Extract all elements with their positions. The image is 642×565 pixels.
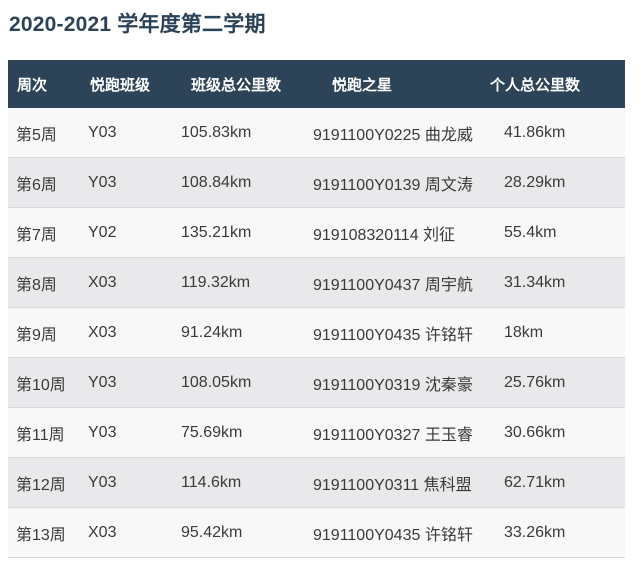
table-row: 第8周 X03 119.32km 9191100Y0437 周宇航 31.34km bbox=[8, 257, 625, 308]
table-cell-col2: X03 bbox=[80, 257, 173, 308]
table-cell-col5: 18km bbox=[481, 307, 625, 358]
table-row: 第13周 X03 95.42km 9191100Y0435 许铭轩 33.26km bbox=[8, 507, 625, 558]
table-cell-col4: 9191100Y0435 许铭轩 bbox=[305, 307, 481, 358]
table-cell-col3: 114.6km bbox=[173, 457, 305, 508]
table-cell-col1: 第5周 bbox=[8, 108, 80, 158]
table-cell-col2: Y03 bbox=[80, 457, 173, 508]
table-row: 第9周 X03 91.24km 9191100Y0435 许铭轩 18km bbox=[8, 307, 625, 358]
table-cell-col5: 55.4km bbox=[481, 207, 625, 258]
table-cell-col5: 28.29km bbox=[481, 157, 625, 208]
table-cell-col3: 75.69km bbox=[173, 407, 305, 458]
table-cell-col4: 9191100Y0435 许铭轩 bbox=[305, 507, 481, 558]
table-cell-col4: 9191100Y0225 曲龙威 bbox=[305, 108, 481, 158]
table-row: 第5周 Y03 105.83km 9191100Y0225 曲龙威 41.86km bbox=[8, 108, 625, 158]
table-cell-col5: 62.71km bbox=[481, 457, 625, 508]
table-cell-col3: 95.42km bbox=[173, 507, 305, 558]
table-cell-col3: 135.21km bbox=[173, 207, 305, 258]
table-cell-col1: 第11周 bbox=[8, 407, 80, 458]
table-cell-col1: 第9周 bbox=[8, 307, 80, 358]
table-cell-col4: 9191100Y0437 周宇航 bbox=[305, 257, 481, 308]
column-header-1: 周次 bbox=[8, 60, 80, 108]
table-cell-col5: 30.66km bbox=[481, 407, 625, 458]
column-header-5: 个人总公里数 bbox=[481, 60, 625, 108]
table-cell-col3: 91.24km bbox=[173, 307, 305, 358]
table-cell-col1: 第8周 bbox=[8, 257, 80, 308]
table-cell-col3: 119.32km bbox=[173, 257, 305, 308]
table-cell-col1: 第13周 bbox=[8, 507, 80, 558]
table-cell-col2: Y03 bbox=[80, 157, 173, 208]
table-cell-col2: Y03 bbox=[80, 108, 173, 158]
table-cell-col4: 9191100Y0327 王玉睿 bbox=[305, 407, 481, 458]
column-header-2: 悦跑班级 bbox=[80, 60, 173, 108]
table-body: 第5周 Y03 105.83km 9191100Y0225 曲龙威 41.86km 第6周… bbox=[8, 108, 625, 558]
column-header-3: 班级总公里数 bbox=[173, 60, 305, 108]
table-header-row: 周次 悦跑班级 班级总公里数 悦跑之星 个人总公里数 bbox=[8, 60, 625, 108]
table-cell-col2: Y03 bbox=[80, 357, 173, 408]
table-cell-col2: Y03 bbox=[80, 407, 173, 458]
table-row: 第11周 Y03 75.69km 9191100Y0327 王玉睿 30.66km bbox=[8, 407, 625, 458]
table-cell-col4: 9191100Y0139 周文涛 bbox=[305, 157, 481, 208]
table-cell-col5: 31.34km bbox=[481, 257, 625, 308]
table-cell-col1: 第7周 bbox=[8, 207, 80, 258]
table-row: 第6周 Y03 108.84km 9191100Y0139 周文涛 28.29km bbox=[8, 157, 625, 208]
table-cell-col4: 9191100Y0319 沈秦豪 bbox=[305, 357, 481, 408]
column-header-4: 悦跑之星 bbox=[305, 60, 481, 108]
table-cell-col1: 第6周 bbox=[8, 157, 80, 208]
table-cell-col2: Y02 bbox=[80, 207, 173, 258]
table-cell-col1: 第12周 bbox=[8, 457, 80, 508]
table-row: 第10周 Y03 108.05km 9191100Y0319 沈秦豪 25.76km bbox=[8, 357, 625, 408]
table-cell-col5: 41.86km bbox=[481, 108, 625, 158]
page-title: 2020-2021 学年度第二学期 bbox=[9, 13, 266, 36]
table-cell-col2: X03 bbox=[80, 307, 173, 358]
table-cell-col1: 第10周 bbox=[8, 357, 80, 408]
table-row: 第7周 Y02 135.21km 919108320114 刘征 55.4km bbox=[8, 207, 625, 258]
running-stats-table: 周次 悦跑班级 班级总公里数 悦跑之星 个人总公里数 第5周 Y03 105.83km 919… bbox=[8, 60, 625, 558]
table-cell-col4: 919108320114 刘征 bbox=[305, 207, 481, 258]
table-cell-col5: 25.76km bbox=[481, 357, 625, 408]
table-cell-col3: 105.83km bbox=[173, 108, 305, 158]
table-cell-col4: 9191100Y0311 焦科盟 bbox=[305, 457, 481, 508]
table-cell-col3: 108.05km bbox=[173, 357, 305, 408]
table-cell-col3: 108.84km bbox=[173, 157, 305, 208]
table-cell-col5: 33.26km bbox=[481, 507, 625, 558]
table-row: 第12周 Y03 114.6km 9191100Y0311 焦科盟 62.71km bbox=[8, 457, 625, 508]
table-cell-col2: X03 bbox=[80, 507, 173, 558]
